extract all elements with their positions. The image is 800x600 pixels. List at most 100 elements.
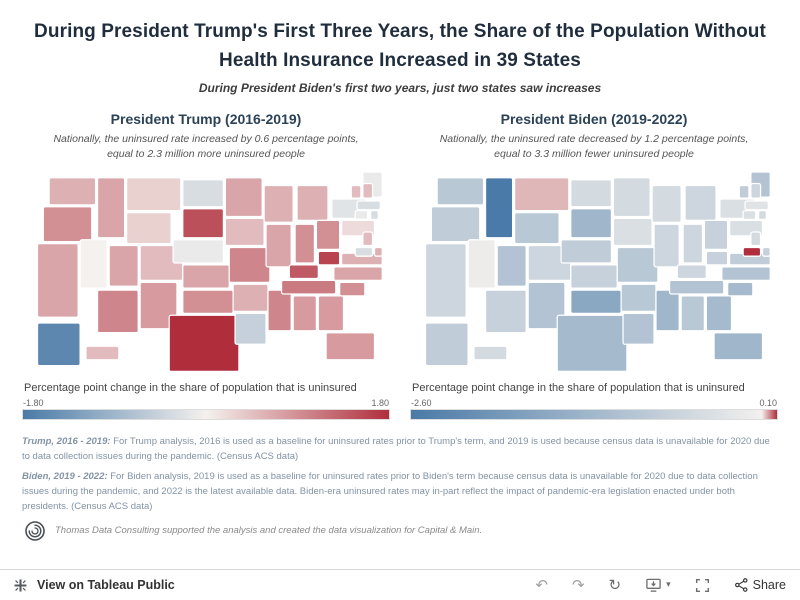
state-AL[interactable] bbox=[292, 295, 318, 332]
biden-map[interactable] bbox=[410, 170, 778, 375]
state-CT[interactable] bbox=[742, 210, 757, 221]
state-RI[interactable] bbox=[369, 210, 380, 221]
state-OK[interactable] bbox=[570, 289, 622, 315]
state-WA[interactable] bbox=[436, 177, 485, 206]
state-KY[interactable] bbox=[676, 264, 707, 280]
trump-map[interactable] bbox=[22, 170, 390, 375]
state-MO[interactable] bbox=[228, 247, 271, 284]
state-AR[interactable] bbox=[620, 284, 657, 313]
state-HI[interactable] bbox=[85, 346, 120, 361]
state-OH[interactable] bbox=[703, 220, 729, 251]
state-TN[interactable] bbox=[668, 280, 725, 296]
biden-choropleth-svg[interactable] bbox=[410, 170, 778, 375]
state-IA[interactable] bbox=[224, 218, 265, 247]
state-NH[interactable] bbox=[362, 183, 374, 200]
state-MS[interactable] bbox=[655, 289, 680, 332]
state-MN[interactable] bbox=[612, 177, 651, 218]
state-WI[interactable] bbox=[651, 185, 682, 224]
state-LA[interactable] bbox=[234, 313, 267, 346]
state-NJ[interactable] bbox=[750, 231, 762, 247]
state-CT[interactable] bbox=[354, 210, 369, 221]
state-WV[interactable] bbox=[317, 251, 341, 266]
state-MT[interactable] bbox=[125, 177, 182, 212]
state-OR[interactable] bbox=[430, 206, 481, 243]
state-SD[interactable] bbox=[570, 208, 613, 239]
state-AZ[interactable] bbox=[96, 289, 139, 334]
state-DE[interactable] bbox=[761, 247, 771, 258]
redo-button[interactable]: ↷ bbox=[570, 576, 587, 595]
state-SC[interactable] bbox=[727, 282, 754, 297]
state-MN[interactable] bbox=[224, 177, 263, 218]
share-button[interactable]: Share bbox=[732, 575, 788, 595]
state-ID[interactable] bbox=[484, 177, 514, 239]
state-OH[interactable] bbox=[315, 220, 341, 251]
state-WY[interactable] bbox=[125, 212, 172, 245]
state-VT[interactable] bbox=[738, 185, 750, 200]
state-NJ[interactable] bbox=[362, 231, 374, 247]
state-DE[interactable] bbox=[373, 247, 383, 258]
state-AL[interactable] bbox=[680, 295, 706, 332]
state-IN[interactable] bbox=[294, 224, 316, 265]
state-TX[interactable] bbox=[168, 315, 240, 373]
state-TN[interactable] bbox=[280, 280, 337, 296]
state-UT[interactable] bbox=[108, 245, 139, 288]
replay-button[interactable]: ↻ bbox=[607, 576, 624, 595]
state-HI[interactable] bbox=[473, 346, 508, 361]
state-OK[interactable] bbox=[182, 289, 234, 315]
state-UT[interactable] bbox=[496, 245, 527, 288]
state-IL[interactable] bbox=[265, 224, 292, 268]
state-CA[interactable] bbox=[424, 243, 467, 319]
state-OR[interactable] bbox=[42, 206, 93, 243]
state-AK[interactable] bbox=[424, 322, 469, 367]
state-RI[interactable] bbox=[757, 210, 768, 221]
state-IN[interactable] bbox=[682, 224, 704, 265]
view-on-tableau-link[interactable]: View on Tableau Public bbox=[37, 578, 175, 592]
state-NM[interactable] bbox=[139, 282, 178, 330]
state-KY[interactable] bbox=[288, 264, 319, 280]
state-GA[interactable] bbox=[705, 295, 733, 332]
state-MD[interactable] bbox=[742, 247, 762, 258]
state-WV[interactable] bbox=[705, 251, 729, 266]
state-WA[interactable] bbox=[48, 177, 97, 206]
state-MD[interactable] bbox=[354, 247, 374, 258]
state-NV[interactable] bbox=[467, 239, 496, 290]
state-NH[interactable] bbox=[750, 183, 762, 200]
state-AR[interactable] bbox=[232, 284, 269, 313]
state-FL[interactable] bbox=[713, 332, 764, 361]
state-MS[interactable] bbox=[267, 289, 292, 332]
state-SC[interactable] bbox=[339, 282, 366, 297]
state-FL[interactable] bbox=[325, 332, 376, 361]
state-GA[interactable] bbox=[317, 295, 345, 332]
fullscreen-button[interactable] bbox=[693, 576, 712, 595]
state-NE[interactable] bbox=[172, 239, 225, 265]
state-WY[interactable] bbox=[513, 212, 560, 245]
state-MI[interactable] bbox=[684, 185, 717, 222]
state-AK[interactable] bbox=[36, 322, 81, 367]
state-TX[interactable] bbox=[556, 315, 628, 373]
state-LA[interactable] bbox=[622, 313, 655, 346]
undo-button[interactable]: ↶ bbox=[533, 576, 550, 595]
state-KS[interactable] bbox=[570, 264, 618, 290]
state-NV[interactable] bbox=[79, 239, 108, 290]
state-CA[interactable] bbox=[36, 243, 79, 319]
download-button[interactable]: ▾ bbox=[643, 575, 673, 595]
state-MT[interactable] bbox=[513, 177, 570, 212]
state-MO[interactable] bbox=[616, 247, 659, 284]
state-ID[interactable] bbox=[96, 177, 126, 239]
state-IA[interactable] bbox=[612, 218, 653, 247]
state-NM[interactable] bbox=[527, 282, 566, 330]
state-ND[interactable] bbox=[182, 179, 225, 208]
state-NC[interactable] bbox=[721, 266, 771, 282]
state-AZ[interactable] bbox=[484, 289, 527, 334]
state-NC[interactable] bbox=[333, 266, 383, 282]
trump-choropleth-svg[interactable] bbox=[22, 170, 390, 375]
state-MA[interactable] bbox=[356, 200, 381, 211]
state-VT[interactable] bbox=[350, 185, 362, 200]
toolbar-left[interactable]: View on Tableau Public bbox=[12, 577, 175, 594]
state-KS[interactable] bbox=[182, 264, 230, 290]
state-MI[interactable] bbox=[296, 185, 329, 222]
state-NE[interactable] bbox=[560, 239, 613, 265]
state-IL[interactable] bbox=[653, 224, 680, 268]
state-WI[interactable] bbox=[263, 185, 294, 224]
state-ND[interactable] bbox=[570, 179, 613, 208]
